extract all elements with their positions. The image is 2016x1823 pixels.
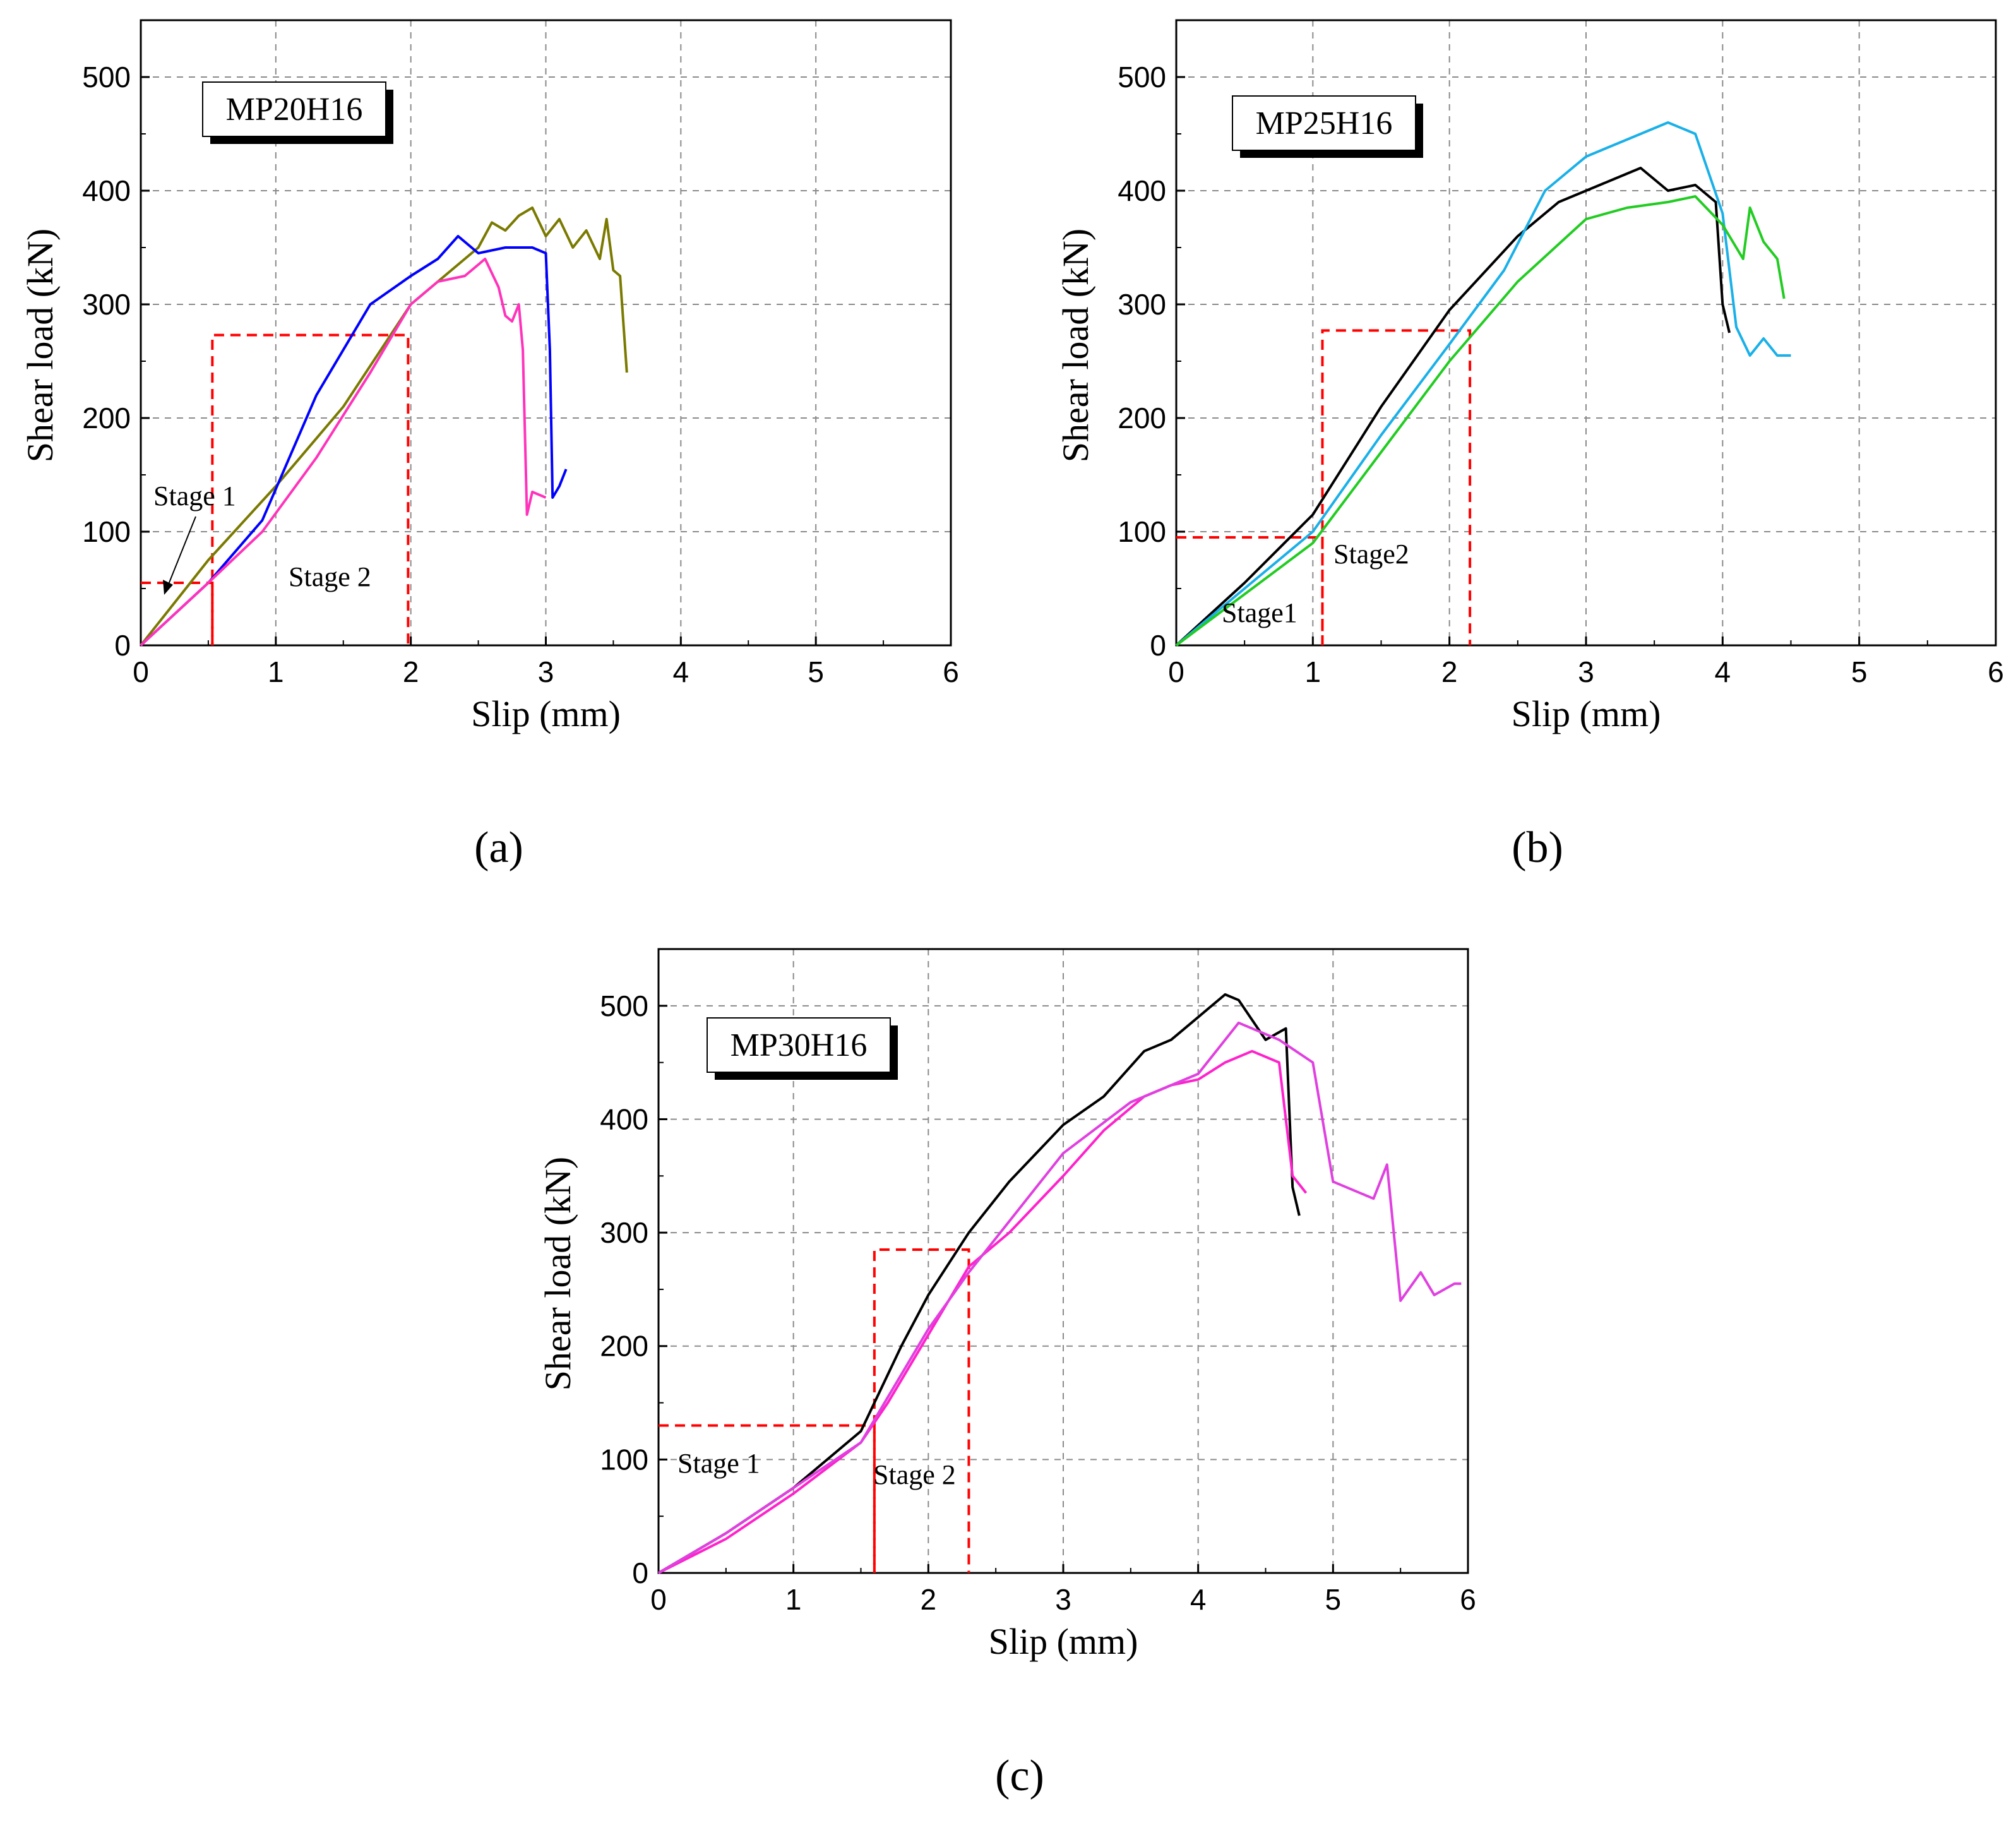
y-tick-label: 200 bbox=[600, 1330, 648, 1363]
series-line-specimen-3 bbox=[1175, 195, 1786, 647]
x-tick-label: 1 bbox=[268, 655, 284, 688]
x-tick-label: 4 bbox=[673, 655, 689, 688]
y-tick-label: 400 bbox=[1118, 174, 1166, 207]
stage2-boundary bbox=[873, 1248, 970, 1573]
stage1-arrow-head bbox=[163, 580, 173, 595]
x-tick-label: 3 bbox=[1578, 655, 1594, 688]
y-tick-label: 200 bbox=[1118, 402, 1166, 434]
specimen-label-box bbox=[707, 1017, 891, 1073]
x-tick-label: 3 bbox=[1055, 1583, 1071, 1616]
panel-label-c: (c) bbox=[995, 1752, 1044, 1800]
y-tick-label: 0 bbox=[114, 629, 131, 662]
y-tick-label: 500 bbox=[1118, 61, 1166, 93]
x-tick-label: 2 bbox=[1441, 655, 1458, 688]
stage-1-label: Stage1 bbox=[1222, 597, 1297, 628]
stage1-arrow bbox=[167, 516, 196, 588]
x-tick-label: 2 bbox=[403, 655, 419, 688]
x-tick-label: 1 bbox=[785, 1583, 802, 1616]
x-axis-title: Slip (mm) bbox=[471, 693, 621, 734]
x-tick-label: 1 bbox=[1305, 655, 1321, 688]
specimen-label-box bbox=[202, 81, 386, 137]
stage2-boundary bbox=[1321, 329, 1472, 645]
stage-2-label: Stage 2 bbox=[873, 1459, 956, 1490]
x-tick-label: 0 bbox=[133, 655, 149, 688]
x-tick-label: 6 bbox=[1988, 655, 2004, 688]
y-tick-label: 400 bbox=[600, 1103, 648, 1135]
x-tick-label: 6 bbox=[943, 655, 959, 688]
y-tick-label: 500 bbox=[600, 989, 648, 1022]
y-tick-label: 500 bbox=[82, 61, 131, 93]
series-line-specimen-3 bbox=[657, 1021, 1462, 1574]
series-line-specimen-3 bbox=[140, 258, 547, 647]
y-tick-label: 300 bbox=[82, 288, 131, 321]
y-tick-label: 400 bbox=[82, 174, 131, 207]
stage-2-label: Stage 2 bbox=[289, 561, 371, 592]
x-tick-label: 2 bbox=[921, 1583, 937, 1616]
chart-panel-b: 0 1 2 3 4 5 6 0 100 200 300 400 500 Slip (mm) Shear lo… bbox=[1055, 19, 2004, 734]
y-axis-title: Shear load (kN) bbox=[1055, 229, 1096, 462]
y-tick-label: 100 bbox=[82, 515, 131, 548]
x-tick-label: 4 bbox=[1190, 1583, 1207, 1616]
specimen-label: MP20H16 bbox=[226, 92, 363, 128]
stage-1-label: Stage 1 bbox=[677, 1448, 760, 1479]
series-line-specimen-1 bbox=[657, 993, 1301, 1574]
stage-2-label: Stage2 bbox=[1333, 539, 1409, 570]
series-line-specimen-2 bbox=[1175, 121, 1791, 647]
chart-panel-a: 0 1 2 3 4 5 6 0 100 200 300 400 500 Slip (mm) Shear lo… bbox=[20, 19, 959, 734]
x-tick-label: 5 bbox=[808, 655, 824, 688]
x-tick-label: 3 bbox=[538, 655, 554, 688]
panel-label-a: (a) bbox=[474, 823, 523, 872]
y-tick-label: 300 bbox=[1118, 288, 1166, 321]
x-tick-label: 5 bbox=[1325, 1583, 1342, 1616]
y-tick-label: 0 bbox=[632, 1557, 648, 1589]
y-axis-title: Shear load (kN) bbox=[20, 229, 61, 462]
x-tick-label: 5 bbox=[1851, 655, 1868, 688]
chart-panel-c: 0 1 2 3 4 5 6 0 100 200 300 400 500 Slip (mm) Shear lo… bbox=[537, 948, 1476, 1662]
specimen-label: MP25H16 bbox=[1256, 105, 1393, 141]
x-tick-label: 0 bbox=[650, 1583, 667, 1616]
panel-label-b: (b) bbox=[1512, 823, 1563, 872]
y-tick-label: 100 bbox=[600, 1443, 648, 1476]
series-line-specimen-1 bbox=[1175, 167, 1731, 647]
y-tick-label: 200 bbox=[82, 402, 131, 434]
x-axis-title: Slip (mm) bbox=[989, 1621, 1138, 1662]
x-tick-label: 6 bbox=[1460, 1583, 1476, 1616]
y-tick-label: 300 bbox=[600, 1216, 648, 1249]
series-line-specimen-1 bbox=[140, 206, 628, 647]
series-line-specimen-2 bbox=[140, 235, 568, 647]
y-tick-label: 0 bbox=[1150, 629, 1166, 662]
stage1-boundary bbox=[659, 1424, 876, 1573]
y-axis-title: Shear load (kN) bbox=[537, 1157, 578, 1390]
x-tick-label: 4 bbox=[1715, 655, 1731, 688]
x-tick-label: 0 bbox=[1168, 655, 1184, 688]
stage-1-label: Stage 1 bbox=[153, 481, 236, 511]
x-axis-title: Slip (mm) bbox=[1512, 693, 1661, 734]
y-tick-label: 100 bbox=[1118, 515, 1166, 548]
stage2-boundary bbox=[211, 333, 410, 645]
specimen-label-box bbox=[1232, 95, 1416, 151]
specimen-label: MP30H16 bbox=[731, 1027, 868, 1063]
